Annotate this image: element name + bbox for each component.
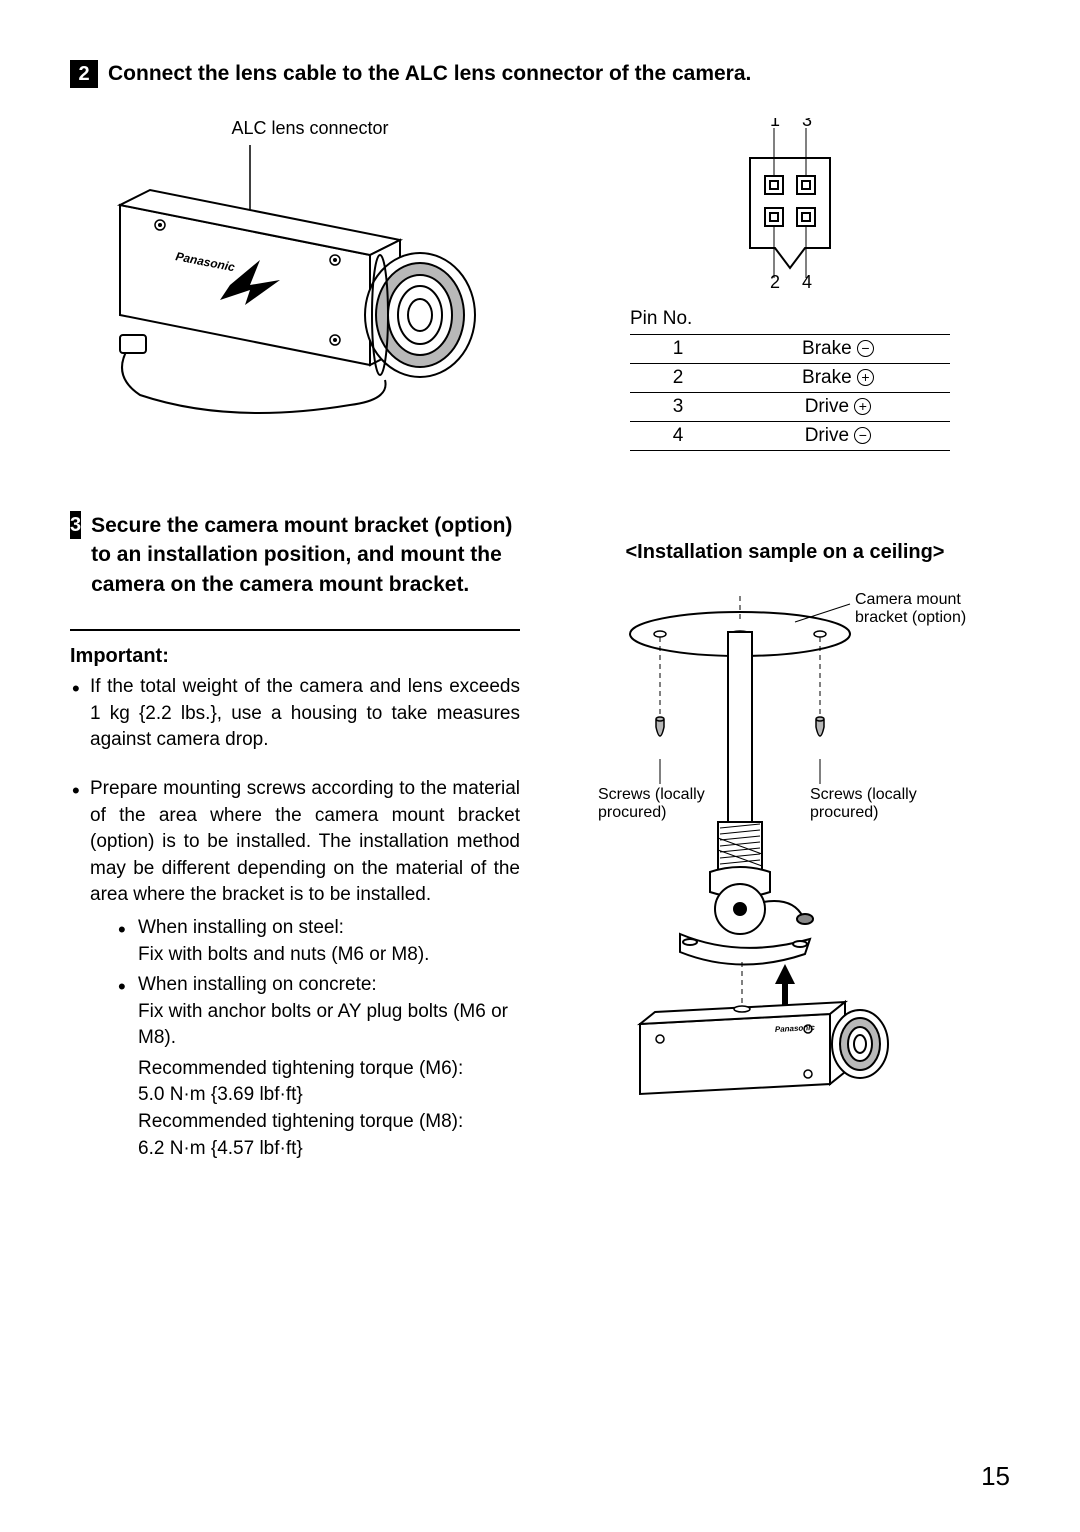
- pin-table-caption: Pin No.: [630, 308, 950, 330]
- bracket-label-1: Camera mount: [855, 591, 961, 608]
- bullet-weight: If the total weight of the camera and le…: [70, 674, 520, 754]
- page-number: 15: [981, 1461, 1010, 1492]
- step-2-title: Connect the lens cable to the ALC lens c…: [108, 62, 751, 86]
- pin-table-body: 1Brake −2Brake +3Drive +4Drive −: [630, 334, 950, 451]
- step-2-badge: 2: [70, 60, 98, 88]
- screws-right-1: Screws (locally: [810, 786, 917, 803]
- bullet-screws: Prepare mounting screws according to the…: [70, 776, 520, 1162]
- important-list: If the total weight of the camera and le…: [70, 674, 520, 1162]
- step-3-left: 3 Secure the camera mount bracket (optio…: [70, 511, 520, 1184]
- step-3-badge: 3: [70, 511, 81, 539]
- step-2-header: 2 Connect the lens cable to the ALC lens…: [70, 60, 1010, 88]
- step-3-right: <Installation sample on a ceiling> Camer…: [560, 511, 1010, 1184]
- step-2-figures: ALC lens connector Panasonic: [70, 118, 1010, 451]
- pin-label-4: 4: [802, 272, 812, 288]
- alc-connector-label: ALC lens connector: [110, 118, 510, 139]
- connector-column: 1 3 2 4 Pin No. 1Brake −2Brake +3Drive +…: [630, 118, 950, 451]
- screws-left-1: Screws (locally: [598, 786, 705, 803]
- step-3-row: 3 Secure the camera mount bracket (optio…: [70, 511, 1010, 1184]
- sub-list: When installing on steel: Fix with bolts…: [90, 915, 520, 1052]
- screws-left-2: procured): [598, 804, 666, 821]
- camera-figure: ALC lens connector Panasonic: [70, 118, 510, 451]
- torque-block: Recommended tightening torque (M6): 5.0 …: [90, 1056, 520, 1162]
- pin-label-1: 1: [770, 118, 780, 130]
- important-divider: [70, 629, 520, 631]
- pin-label-2: 2: [770, 272, 780, 288]
- sub-steel: When installing on steel: Fix with bolts…: [118, 915, 520, 968]
- step-3-title: Secure the camera mount bracket (option)…: [91, 511, 520, 599]
- pin-table: Pin No. 1Brake −2Brake +3Drive +4Drive −: [630, 308, 950, 451]
- screws-right-2: procured): [810, 804, 878, 821]
- pin-label-3: 3: [802, 118, 812, 130]
- table-row: 3Drive +: [630, 393, 950, 422]
- camera-illustration: Panasonic: [80, 145, 500, 425]
- important-label: Important:: [70, 645, 520, 668]
- ceiling-installation-illustration: Camera mount bracket (option) Screws (lo…: [560, 584, 980, 1114]
- table-row: 1Brake −: [630, 335, 950, 364]
- table-row: 4Drive −: [630, 422, 950, 451]
- bracket-label-2: bracket (option): [855, 609, 966, 626]
- sub-concrete: When installing on concrete: Fix with an…: [118, 972, 520, 1052]
- table-row: 2Brake +: [630, 364, 950, 393]
- alc-connector-diagram: 1 3 2 4: [720, 118, 860, 288]
- installation-sample-title: <Installation sample on a ceiling>: [560, 541, 1010, 564]
